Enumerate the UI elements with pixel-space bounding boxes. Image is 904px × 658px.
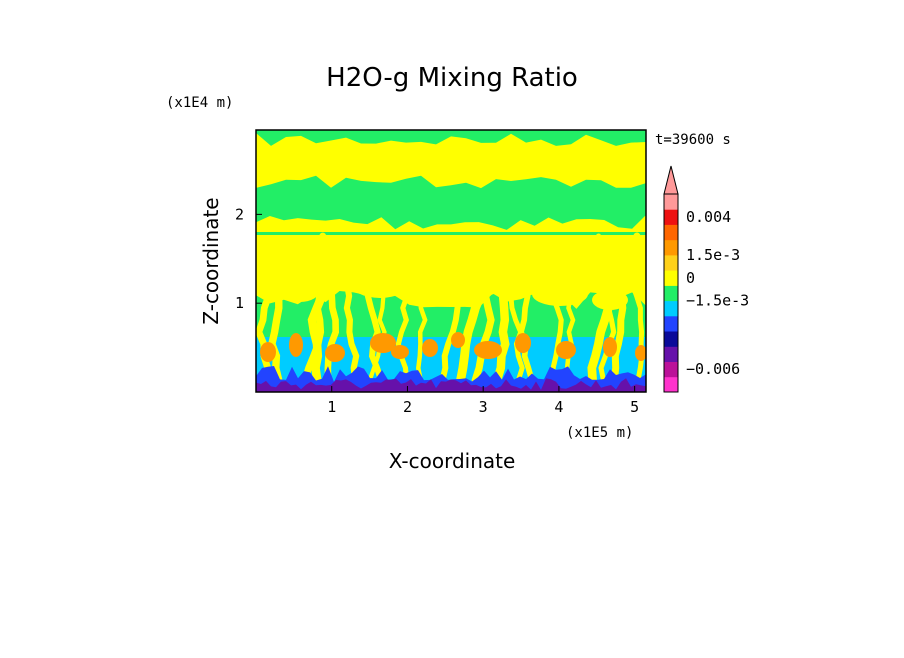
colorbar-level [664, 376, 678, 393]
colorbar-level [664, 209, 678, 225]
plume-core [260, 342, 276, 362]
x-tick-label: 1 [327, 398, 336, 416]
colorbar-level [664, 331, 678, 347]
x-axis-unit: (x1E5 m) [566, 425, 633, 441]
plume-core [391, 345, 409, 359]
time-label: t=39600 s [655, 132, 731, 148]
colorbar-level [664, 270, 678, 286]
plume-head [280, 278, 320, 302]
plume [622, 245, 645, 392]
colorbar-level [664, 346, 678, 362]
field-background [256, 212, 646, 216]
x-axis: 1 2 3 4 5 [327, 386, 639, 416]
plume-core [515, 333, 531, 353]
colorbar-level [664, 361, 678, 378]
plot-area [256, 130, 646, 392]
x-axis-label: X-coordinate [389, 449, 516, 473]
colorbar-level [664, 239, 678, 256]
x-tick-label: 4 [554, 398, 563, 416]
plume [585, 255, 613, 392]
colorbar-label: 1.5e-3 [686, 246, 740, 264]
plume-core [370, 333, 396, 353]
surface-very-dry [256, 378, 646, 392]
y-tick-label: 2 [235, 205, 244, 223]
plume-head [436, 270, 504, 298]
plume-head [350, 266, 410, 298]
plume [307, 267, 332, 392]
colorbar-level [664, 285, 678, 302]
plume [341, 256, 360, 392]
colorbar-label: −0.006 [686, 360, 740, 378]
plume-core [451, 332, 465, 348]
upper-moist-band [256, 133, 646, 189]
colorbar-label: 0 [686, 269, 695, 287]
plume-head [532, 282, 588, 306]
plot-frame [255, 129, 647, 393]
plume [610, 232, 641, 392]
plume-core [325, 344, 345, 362]
plume [395, 269, 410, 392]
plume-core [474, 341, 502, 359]
plume-core [556, 341, 576, 359]
x-tick-label: 5 [630, 398, 639, 416]
colorbar-level [664, 224, 678, 241]
y-axis-unit: (x1E4 m) [166, 95, 233, 111]
y-axis: 12 [235, 205, 262, 312]
colorbar-label: 0.004 [686, 208, 731, 226]
x-tick-label: 3 [479, 398, 488, 416]
colorbar-label: −1.5e-3 [686, 292, 749, 310]
plume [436, 281, 462, 392]
colorbar-level [664, 300, 678, 317]
colorbar-frame [663, 193, 679, 393]
plume [595, 233, 617, 392]
plume-cores [260, 332, 646, 362]
plume-core [603, 337, 617, 357]
y-axis-label: Z-coordinate [199, 197, 223, 324]
plume [503, 257, 525, 392]
colorbar-level [664, 254, 678, 271]
plume [405, 245, 428, 392]
colorbar-level [664, 315, 678, 332]
colorbar-level [664, 194, 678, 210]
plume-head [592, 290, 628, 310]
colorbar-extend-arrow [663, 165, 679, 195]
plume [266, 244, 286, 392]
surface-very-dry-layer [256, 378, 646, 392]
chart-title: H2O-g Mixing Ratio [326, 63, 578, 93]
plume-core [422, 339, 438, 357]
plume-core [635, 345, 646, 361]
plume-core [289, 333, 303, 357]
field-background [256, 232, 646, 235]
y-tick-label: 1 [235, 294, 244, 312]
x-tick-label: 2 [403, 398, 412, 416]
colorbar: 0.004 1.5e-3 0 −1.5e-3 −0.006 [663, 165, 749, 393]
